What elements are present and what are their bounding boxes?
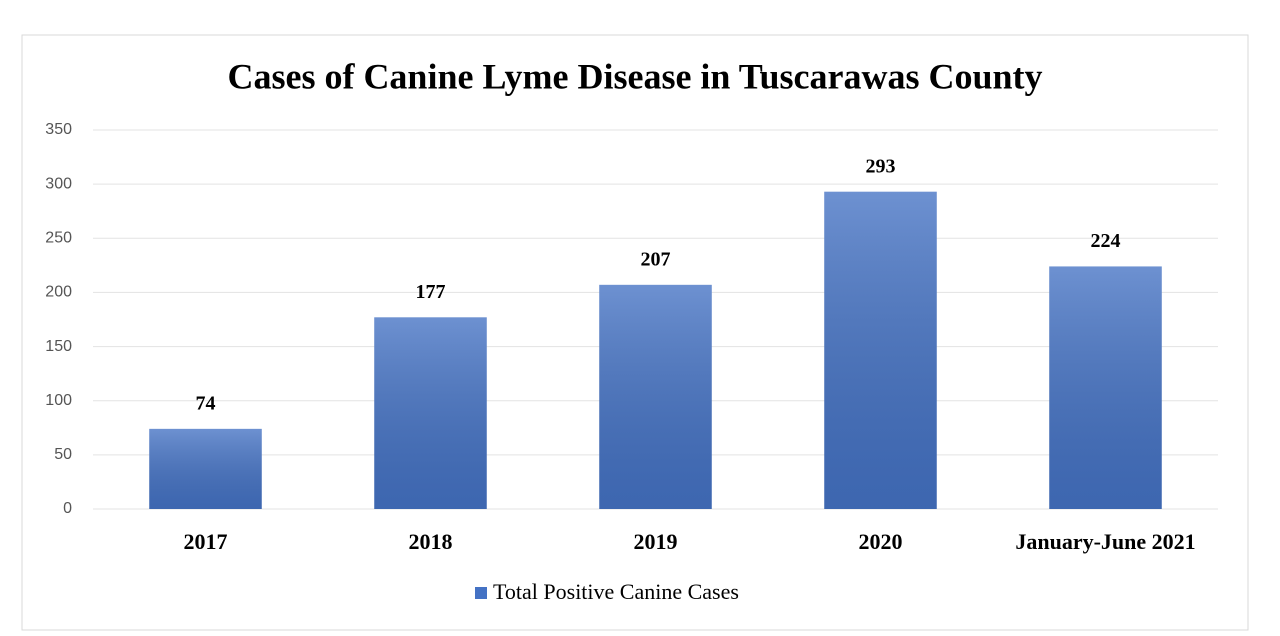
bar-shade <box>1049 266 1162 509</box>
chart-title: Cases of Canine Lyme Disease in Tuscaraw… <box>227 56 1042 96</box>
y-tick-label: 0 <box>63 500 72 517</box>
data-label: 74 <box>196 392 216 414</box>
y-tick-label: 150 <box>45 338 72 355</box>
data-label: 177 <box>416 281 446 303</box>
x-tick-label: January-June 2021 <box>1015 529 1195 554</box>
bar-shade <box>149 428 262 509</box>
x-tick-label: 2018 <box>409 529 453 554</box>
data-label: 207 <box>641 248 671 270</box>
legend-label: Total Positive Canine Cases <box>493 579 739 604</box>
bar-shade <box>599 284 712 509</box>
legend-swatch <box>475 587 487 599</box>
y-tick-label: 100 <box>45 392 72 409</box>
y-tick-label: 300 <box>45 175 72 192</box>
y-tick-label: 50 <box>54 446 72 463</box>
bar-shade <box>824 191 937 510</box>
data-label: 224 <box>1091 230 1121 252</box>
y-tick-label: 250 <box>45 230 72 247</box>
data-label: 293 <box>866 155 896 177</box>
x-tick-label: 2017 <box>184 529 228 554</box>
x-tick-label: 2020 <box>859 529 903 554</box>
y-tick-label: 200 <box>45 284 72 301</box>
x-tick-label: 2019 <box>634 529 678 554</box>
y-tick-label: 350 <box>45 121 72 138</box>
bar-shade <box>374 317 487 509</box>
